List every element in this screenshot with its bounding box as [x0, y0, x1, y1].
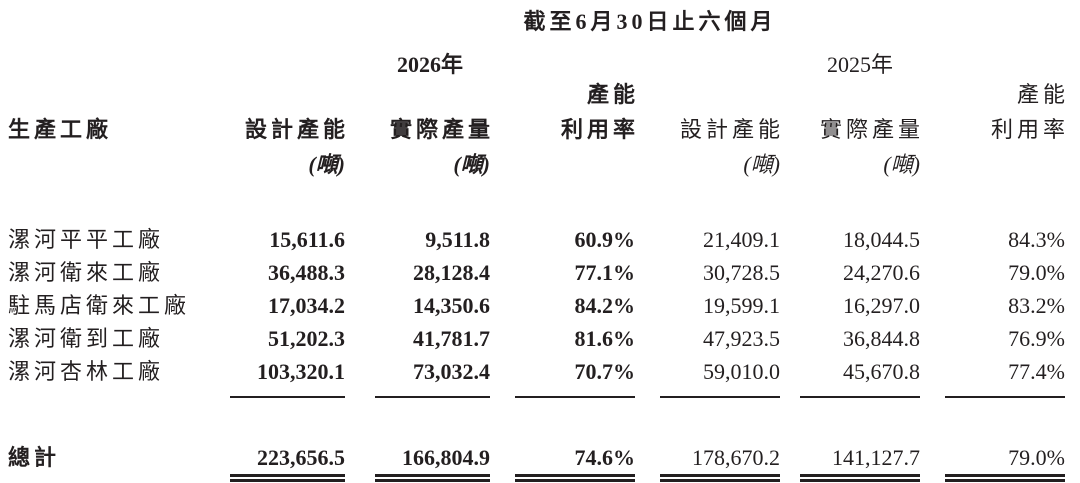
cell: 15,611.6: [269, 227, 345, 252]
total-label: 總計: [8, 445, 61, 470]
cell: 17,034.2: [268, 293, 345, 318]
rule: [660, 396, 780, 398]
cell: 77.4%: [1008, 359, 1065, 384]
double-rule: [375, 474, 490, 477]
double-rule: [945, 474, 1065, 477]
cell: 60.9%: [574, 227, 636, 252]
cell: 84.3%: [1008, 227, 1065, 252]
double-rule: [800, 474, 920, 477]
cell: 18,044.5: [843, 227, 920, 252]
double-rule: [230, 479, 345, 482]
cell: 70.7%: [574, 359, 636, 384]
cell: 24,270.6: [843, 260, 920, 285]
total-cell: 141,127.7: [832, 445, 920, 470]
column-heading: 產能: [586, 82, 639, 107]
total-cell: 74.6%: [574, 445, 636, 470]
column-heading: 設計產能: [679, 117, 784, 142]
cell: 83.2%: [1008, 293, 1065, 318]
year-heading: 2026年: [396, 52, 463, 77]
period-heading: 截至6月30日止六個月: [523, 9, 777, 34]
rule: [375, 396, 490, 398]
double-rule: [515, 479, 635, 482]
double-rule: [375, 479, 490, 482]
rule: [515, 396, 635, 398]
cell: 73,032.4: [413, 359, 490, 384]
double-rule: [230, 474, 345, 477]
double-rule: [660, 474, 780, 477]
cell: 81.6%: [574, 326, 636, 351]
unit-label: (噸): [883, 152, 920, 177]
factory-name: 駐馬店衛來工廠: [8, 293, 191, 318]
cell: 47,923.5: [703, 326, 780, 351]
total-cell: 79.0%: [1008, 445, 1065, 470]
unit-label: (噸): [743, 152, 780, 177]
cell: 76.9%: [1008, 326, 1065, 351]
cell: 84.2%: [574, 293, 636, 318]
unit-label: (噸): [308, 152, 345, 177]
factory-name: 漯河衛到工廠: [8, 326, 165, 351]
cell: 14,350.6: [413, 293, 490, 318]
column-heading: 實際產量: [389, 117, 494, 142]
cell: 59,010.0: [703, 359, 780, 384]
factory-name: 漯河杏林工廠: [8, 359, 165, 384]
cell: 9,511.8: [425, 227, 490, 252]
double-rule: [660, 479, 780, 482]
factory-name: 漯河平平工廠: [8, 227, 165, 252]
cell: 79.0%: [1008, 260, 1065, 285]
cell: 30,728.5: [703, 260, 780, 285]
cell: 77.1%: [574, 260, 636, 285]
double-rule: [945, 479, 1065, 482]
column-heading: 實際產量: [819, 117, 924, 142]
cell: 28,128.4: [413, 260, 490, 285]
cell: 21,409.1: [703, 227, 780, 252]
double-rule: [515, 474, 635, 477]
cell: 41,781.7: [413, 326, 490, 351]
cell: 51,202.3: [268, 326, 345, 351]
rule: [800, 396, 920, 398]
column-heading: 產能: [1016, 82, 1069, 107]
factory-name: 漯河衛來工廠: [8, 260, 165, 285]
column-heading: 利用率: [560, 117, 639, 142]
total-cell: 166,804.9: [402, 445, 490, 470]
cell: 45,670.8: [843, 359, 920, 384]
cell: 36,844.8: [843, 326, 920, 351]
column-heading: 利用率: [990, 117, 1069, 142]
cell: 103,320.1: [257, 359, 345, 384]
rule: [230, 396, 345, 398]
unit-label: (噸): [453, 152, 490, 177]
total-cell: 223,656.5: [257, 445, 345, 470]
rule: [945, 396, 1065, 398]
total-cell: 178,670.2: [692, 445, 780, 470]
cell: 16,297.0: [843, 293, 920, 318]
year-heading: 2025年: [826, 52, 893, 77]
row-heading: 生產工廠: [8, 117, 113, 142]
double-rule: [800, 479, 920, 482]
column-heading: 設計產能: [244, 117, 349, 142]
cell: 19,599.1: [703, 293, 780, 318]
cell: 36,488.3: [268, 260, 345, 285]
